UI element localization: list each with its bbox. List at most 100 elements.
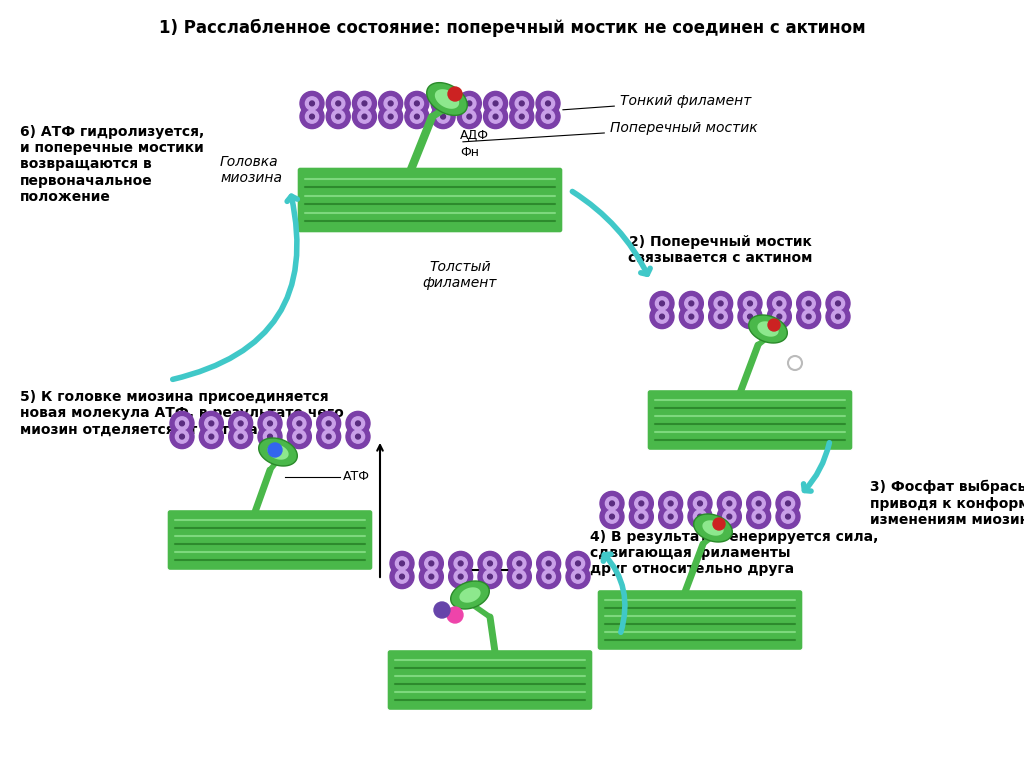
Circle shape	[806, 314, 811, 319]
Circle shape	[357, 110, 371, 123]
Circle shape	[323, 430, 335, 443]
Circle shape	[693, 497, 707, 510]
Circle shape	[228, 425, 253, 449]
Circle shape	[483, 557, 497, 570]
Circle shape	[679, 304, 703, 328]
Circle shape	[447, 607, 463, 623]
Circle shape	[600, 505, 624, 528]
Circle shape	[355, 434, 360, 439]
Circle shape	[773, 310, 786, 323]
Polygon shape	[427, 83, 467, 115]
Circle shape	[388, 101, 393, 106]
Circle shape	[836, 301, 841, 306]
Circle shape	[659, 301, 665, 306]
Circle shape	[175, 416, 188, 430]
Circle shape	[685, 310, 698, 323]
Circle shape	[655, 297, 669, 310]
Circle shape	[542, 97, 555, 110]
Circle shape	[488, 110, 502, 123]
Circle shape	[768, 319, 780, 331]
Circle shape	[268, 443, 282, 457]
Circle shape	[399, 574, 404, 579]
Circle shape	[718, 492, 741, 515]
Circle shape	[336, 101, 341, 106]
Circle shape	[727, 514, 732, 519]
Circle shape	[697, 514, 702, 519]
Circle shape	[263, 416, 276, 430]
Circle shape	[200, 411, 223, 436]
Circle shape	[459, 561, 463, 566]
Circle shape	[357, 97, 371, 110]
Circle shape	[449, 87, 462, 101]
Circle shape	[436, 97, 450, 110]
Circle shape	[826, 304, 850, 328]
Circle shape	[806, 301, 811, 306]
Circle shape	[458, 91, 481, 115]
Circle shape	[267, 434, 272, 439]
Circle shape	[459, 574, 463, 579]
Circle shape	[327, 91, 350, 115]
Circle shape	[399, 561, 404, 566]
Circle shape	[327, 104, 350, 129]
Circle shape	[655, 310, 669, 323]
Circle shape	[658, 492, 683, 515]
Circle shape	[288, 411, 311, 436]
Circle shape	[689, 301, 693, 306]
Circle shape	[175, 430, 188, 443]
Circle shape	[669, 514, 673, 519]
Circle shape	[483, 91, 508, 115]
Circle shape	[179, 434, 184, 439]
Circle shape	[431, 91, 455, 115]
Polygon shape	[267, 444, 289, 459]
Text: 2) Поперечный мостик
связывается с актином: 2) Поперечный мостик связывается с актин…	[628, 235, 812, 265]
FancyBboxPatch shape	[387, 650, 593, 710]
Circle shape	[688, 492, 712, 515]
Circle shape	[388, 114, 393, 119]
Circle shape	[234, 430, 247, 443]
Circle shape	[542, 557, 555, 570]
Circle shape	[748, 301, 753, 306]
Circle shape	[723, 497, 736, 510]
Circle shape	[639, 514, 644, 519]
Circle shape	[425, 557, 438, 570]
Circle shape	[785, 501, 791, 505]
Circle shape	[609, 501, 614, 505]
Circle shape	[546, 561, 551, 566]
FancyBboxPatch shape	[297, 167, 563, 233]
Circle shape	[605, 497, 618, 510]
Circle shape	[420, 565, 443, 588]
Circle shape	[436, 110, 450, 123]
Circle shape	[293, 430, 306, 443]
Circle shape	[309, 114, 314, 119]
Circle shape	[487, 574, 493, 579]
Circle shape	[415, 101, 419, 106]
Circle shape	[777, 301, 781, 306]
Circle shape	[352, 91, 377, 115]
Circle shape	[802, 297, 815, 310]
Circle shape	[395, 570, 409, 583]
Circle shape	[267, 421, 272, 426]
Circle shape	[440, 101, 445, 106]
Circle shape	[379, 104, 402, 129]
Circle shape	[515, 110, 528, 123]
Circle shape	[685, 297, 698, 310]
Circle shape	[697, 501, 702, 505]
Circle shape	[519, 114, 524, 119]
Circle shape	[384, 97, 397, 110]
Circle shape	[316, 411, 341, 436]
Text: Головка
миозина: Головка миозина	[220, 155, 282, 185]
Circle shape	[440, 114, 445, 119]
Circle shape	[639, 501, 644, 505]
Circle shape	[327, 421, 331, 426]
Circle shape	[836, 314, 841, 319]
Circle shape	[781, 510, 795, 523]
Circle shape	[752, 510, 765, 523]
Circle shape	[346, 411, 370, 436]
Circle shape	[513, 570, 526, 583]
Circle shape	[327, 434, 331, 439]
Circle shape	[449, 551, 473, 575]
Circle shape	[390, 551, 414, 575]
Circle shape	[689, 314, 693, 319]
Circle shape	[467, 114, 472, 119]
Circle shape	[478, 551, 502, 575]
